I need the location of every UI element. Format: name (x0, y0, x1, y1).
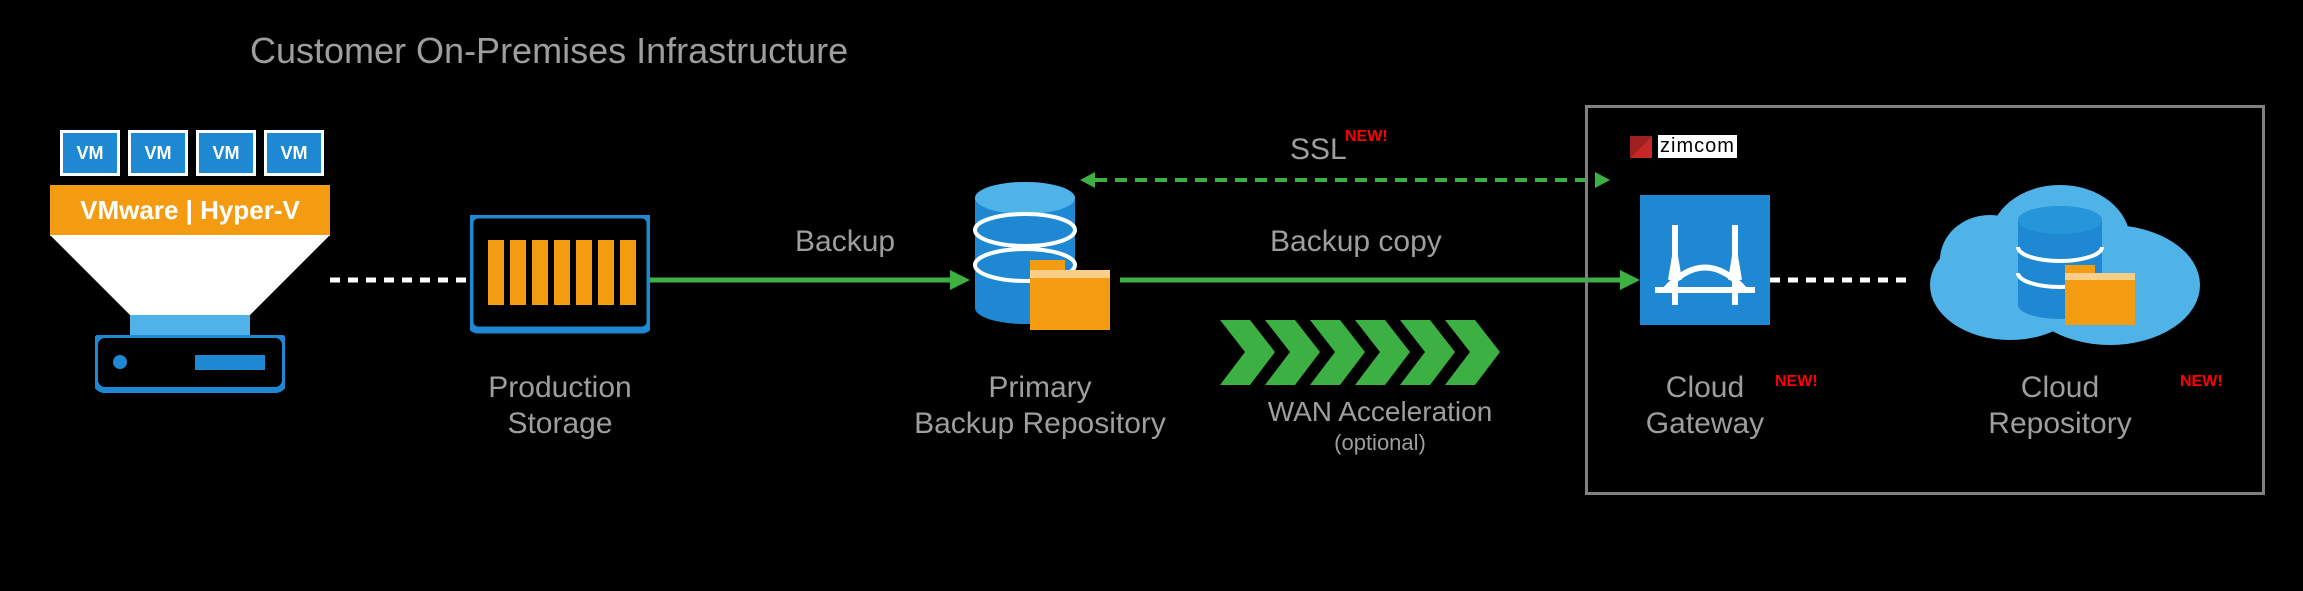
backup-label: Backup (795, 225, 895, 259)
cloud-repo-new-badge: NEW! (2180, 373, 2223, 391)
vm-box: VM (60, 130, 120, 176)
vm-box: VM (128, 130, 188, 176)
production-storage-icon (470, 215, 650, 335)
backup-copy-arrow (1120, 270, 1640, 290)
ssl-new-badge: NEW! (1345, 128, 1388, 146)
production-storage-label: Production Storage (430, 370, 690, 442)
primary-backup-label: Primary Backup Repository (870, 370, 1210, 442)
server-icon (95, 335, 285, 395)
cloud-repository-label: Cloud Repository (1940, 370, 2180, 442)
backup-copy-label: Backup copy (1270, 225, 1442, 259)
funnel-icon (50, 235, 330, 345)
cloud-gateway-label: Cloud Gateway (1610, 370, 1800, 442)
gateway-new-badge: NEW! (1775, 373, 1818, 391)
backup-arrow (650, 270, 970, 290)
primary-backup-icon (970, 180, 1120, 340)
vm-box: VM (264, 130, 324, 176)
wan-optional-label: (optional) (1230, 430, 1530, 456)
dashed-connector (1770, 275, 1910, 285)
dashed-connector (330, 275, 470, 285)
zimcom-logo: zimcom (1630, 135, 1737, 158)
ssl-label: SSL (1290, 133, 1347, 167)
wan-accel-label: WAN Acceleration (1230, 395, 1530, 429)
vm-row: VM VM VM VM (60, 130, 324, 176)
hypervisor-bar: VMware | Hyper-V (50, 185, 330, 236)
cloud-gateway-icon (1640, 195, 1770, 325)
cloud-repository-icon (1900, 165, 2220, 355)
ssl-arrow (1080, 170, 1610, 190)
vm-box: VM (196, 130, 256, 176)
wan-chevrons-icon (1220, 320, 1520, 385)
onprem-title: Customer On-Premises Infrastructure (250, 30, 848, 72)
